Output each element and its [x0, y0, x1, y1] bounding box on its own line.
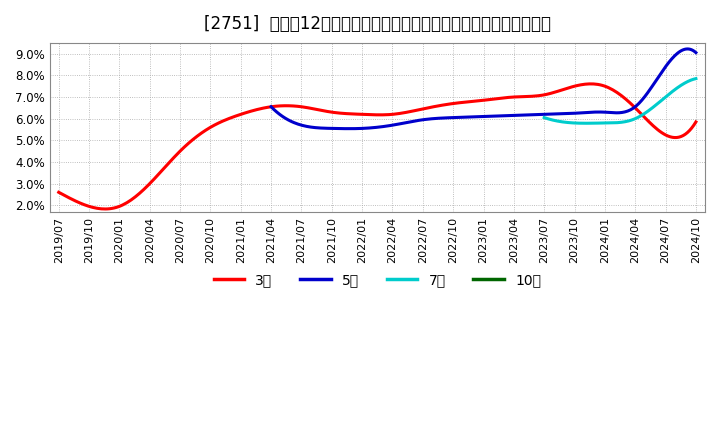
Title: [2751]  売上高12か月移動合計の対前年同期増減率の標準偏差の推移: [2751] 売上高12か月移動合計の対前年同期増減率の標準偏差の推移: [204, 15, 551, 33]
Legend: 3年, 5年, 7年, 10年: 3年, 5年, 7年, 10年: [208, 268, 546, 293]
